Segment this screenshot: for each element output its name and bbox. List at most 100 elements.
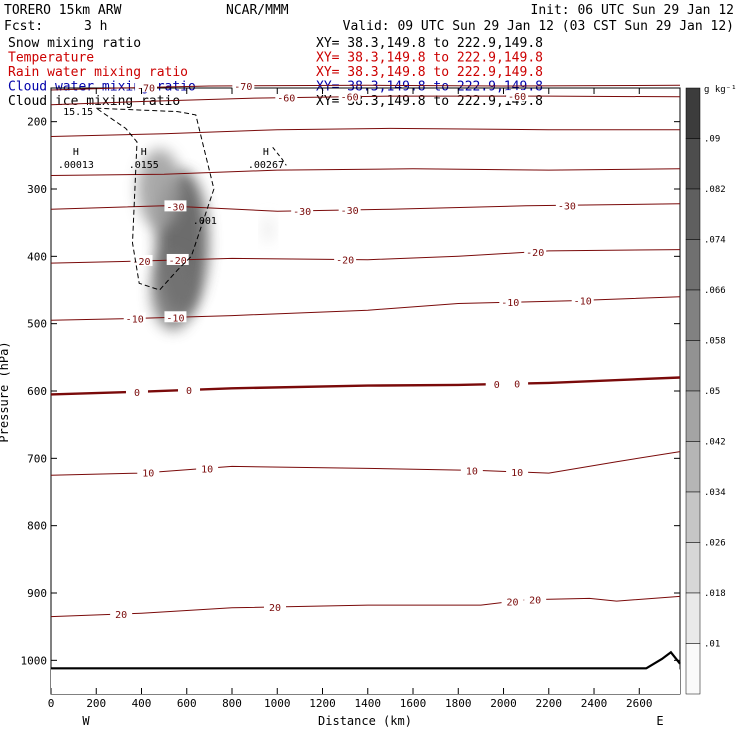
colorbar-cell (685, 87, 701, 139)
isotherm-label: -20 (336, 255, 354, 266)
isotherm-label-bg (524, 245, 547, 257)
x-tick-label: 2400 (581, 697, 608, 710)
isotherm-label: 20 (507, 597, 519, 608)
isotherm-label: -30 (341, 206, 359, 217)
isotherm-label-bg (555, 199, 578, 211)
legend-item-xy: XY= 38.3,149.8 to 222.9,149.8 (316, 94, 543, 109)
isotherm-label-bg (123, 312, 146, 324)
legend-item-xy: XY= 38.3,149.8 to 222.9,149.8 (316, 65, 543, 80)
isotherm-line (50, 168, 681, 176)
isotherm-label: 0 (186, 386, 192, 397)
y-tick-label: 600 (27, 385, 47, 398)
isotherm-label-bg (460, 464, 483, 476)
colorbar-cell (685, 289, 701, 341)
snow-blob (151, 250, 196, 330)
max-marker-value: .00267 (248, 160, 284, 171)
x-tick-label: 1000 (264, 697, 291, 710)
isotherm-line (50, 203, 681, 212)
x-tick-label: 1200 (309, 697, 336, 710)
isotherm-label-bg (506, 465, 529, 477)
max-marker-h: H (73, 147, 79, 158)
isotherm-label: -10 (574, 296, 592, 307)
forecast-value: 3 h (84, 19, 107, 34)
colorbar-tick-label: .058 (704, 337, 726, 347)
isotherm-label: -10 (501, 298, 519, 309)
isotherm-label-bg (135, 81, 158, 93)
isotherm-label-bg (571, 294, 594, 306)
forecast-label: Fcst: (4, 19, 43, 34)
isotherm-label: 20 (529, 596, 541, 607)
isotherm-label-bg (166, 253, 189, 265)
colorbar-cell (685, 542, 701, 594)
isotherm-line (50, 127, 680, 137)
isotherm-label-bg (263, 600, 286, 612)
isotherm-label: -70 (234, 82, 252, 93)
isotherm-label: 10 (201, 464, 213, 475)
x-tick-label: 1800 (445, 697, 472, 710)
colorbar-cell (685, 138, 701, 190)
isotherm-label: -70 (137, 83, 155, 94)
isotherm-label: -60 (508, 92, 526, 103)
isotherm-label: -20 (132, 257, 150, 268)
y-tick-label: 900 (27, 587, 47, 600)
colorbar-cell (685, 592, 701, 644)
axes: 0 200 400 600 800 1000 1200 1400 1600 1800 2000 220… (21, 88, 680, 710)
cloud-ice-contour: .001 15.15 (63, 107, 287, 291)
isotherm-label-bg (137, 466, 160, 478)
isotherm-label-bg (130, 255, 153, 267)
colorbar-cell (685, 239, 701, 291)
isotherm-label-bg (275, 91, 298, 103)
colorbar-tick-label: .082 (704, 185, 726, 195)
isotherm-label: 0 (494, 380, 500, 391)
max-markers: H .00013 H .0155 H .00267 (58, 147, 284, 171)
colorbar-tick-label: .01 (704, 640, 720, 650)
isotherm-label-bg (232, 79, 255, 91)
below-ground (51, 669, 680, 694)
isotherm-label-bg (334, 253, 357, 265)
y-axis-label: Pressure (hPa) (0, 341, 11, 442)
x-tick-label: 1400 (355, 697, 382, 710)
isotherm-label: -60 (277, 94, 295, 105)
isotherm-label: 10 (142, 469, 154, 480)
isotherm-label: -30 (293, 207, 311, 218)
colorbar-unit: g kg⁻¹ (704, 85, 737, 95)
colorbar-cell (685, 441, 701, 493)
colorbar: .01 .018 .026 .034 .042 .05 .058 .066 .074 .082 .0… (685, 85, 737, 695)
isotherm-label-bg (178, 383, 201, 395)
isotherm-label-bg (125, 385, 148, 397)
legend-item-xy: XY= 38.3,149.8 to 222.9,149.8 (316, 51, 543, 66)
max-marker-value: .00013 (58, 160, 94, 171)
isotherm-label: -10 (166, 313, 184, 324)
isotherm-label: -30 (558, 201, 576, 212)
y-tick-label: 300 (27, 183, 47, 196)
cloud-ice-label: .001 (193, 216, 217, 227)
valid-time: Valid: 09 UTC Sun 29 Jan 12 (03 CST Sun … (343, 19, 734, 34)
isotherm-label: -20 (169, 256, 187, 267)
x-tick-label: 400 (132, 697, 152, 710)
east-label: E (656, 714, 663, 728)
isotherm-label: 10 (511, 468, 523, 479)
x-axis-label: Distance (km) (318, 714, 412, 728)
isotherm-label: 10 (466, 466, 478, 477)
y-tick-label: 500 (27, 318, 47, 331)
x-tick-label: 2200 (536, 697, 563, 710)
isotherm-label-bg (338, 203, 361, 215)
y-tick-label: 1000 (21, 654, 48, 667)
colorbar-tick-label: .05 (704, 387, 720, 397)
isotherm-label-bg (110, 607, 133, 619)
legend-item-xy: XY= 38.3,149.8 to 222.9,149.8 (316, 36, 543, 51)
colorbar-tick-label: .034 (704, 488, 726, 498)
ground-terrain (51, 650, 681, 694)
y-tick-label: 400 (27, 250, 47, 263)
init-time: Init: 06 UTC Sun 29 Jan 12 (531, 3, 735, 18)
isotherm-label-bg (506, 377, 529, 389)
center-title: NCAR/MMM (226, 3, 289, 18)
colorbar-tick-label: .042 (704, 438, 726, 448)
colorbar-tick-label: .074 (704, 236, 726, 246)
isotherm-label-bg (338, 90, 361, 102)
colorbar-cell (685, 643, 701, 695)
x-tick-label: 0 (48, 697, 55, 710)
colorbar-tick-label: .066 (704, 286, 726, 296)
cloud-ice-contour-small (272, 146, 287, 166)
